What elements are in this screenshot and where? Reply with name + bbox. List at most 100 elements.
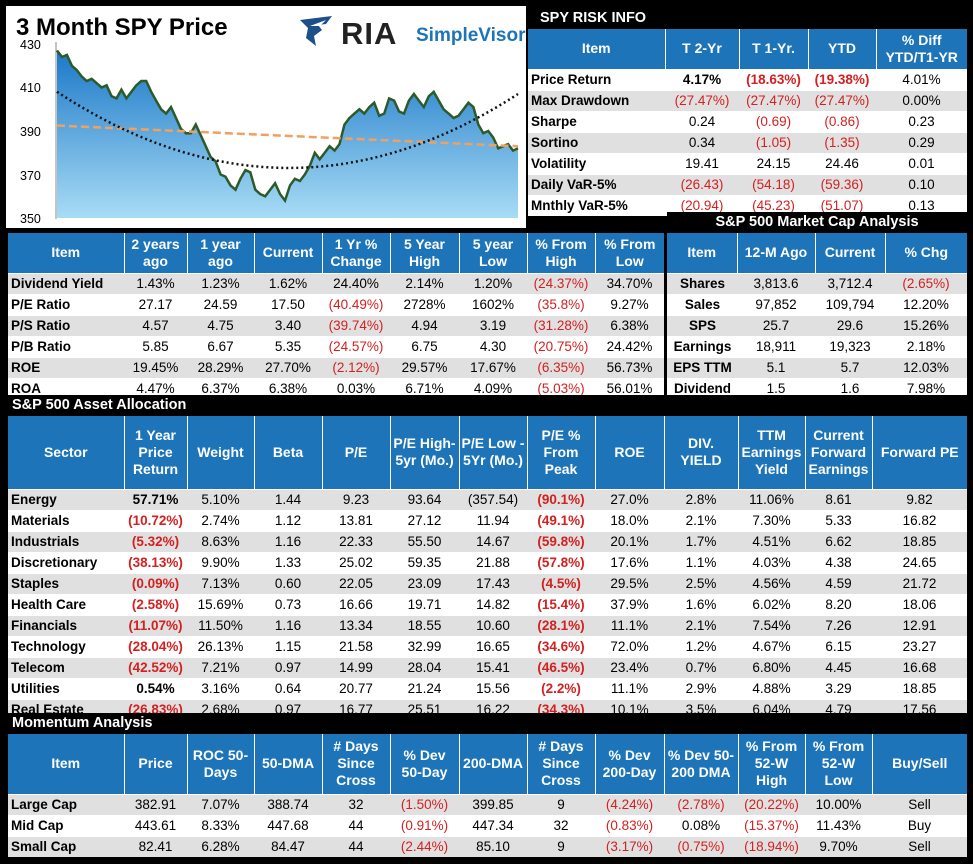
table-cell: (1.50%) bbox=[390, 793, 459, 815]
table-cell: (27.47%) bbox=[808, 89, 876, 111]
table-cell: 4.17% bbox=[665, 68, 739, 90]
row-label: Materials bbox=[8, 509, 124, 531]
ria-logo-mark bbox=[300, 16, 332, 46]
logo-brand: RIA bbox=[341, 16, 398, 51]
momentum-table: Item Price ROC 50-Days 50-DMA # Days Since C… bbox=[8, 734, 967, 857]
table-cell: 109,794 bbox=[815, 293, 885, 315]
table-cell: 14.67 bbox=[459, 530, 527, 552]
table-cell: 1.6% bbox=[664, 593, 738, 615]
table-cell: 1.16 bbox=[254, 530, 322, 552]
table-cell: 44 bbox=[322, 835, 390, 857]
table-cell: 37.9% bbox=[595, 593, 664, 615]
table-cell: 6.71% bbox=[390, 377, 459, 399]
table-cell: 20.77 bbox=[322, 677, 390, 699]
table-cell: (2.2%) bbox=[527, 677, 595, 699]
table-cell: 6.75 bbox=[390, 335, 459, 357]
table-cell: 18.0% bbox=[595, 509, 664, 531]
column-header: 1 Year Price Return bbox=[124, 416, 188, 489]
table-cell: 0.00% bbox=[876, 89, 967, 111]
table-cell: 1602% bbox=[459, 293, 527, 315]
table-cell: 1.6 bbox=[815, 377, 885, 399]
column-header: Price bbox=[124, 734, 188, 794]
row-label: ROA bbox=[8, 377, 124, 399]
table-cell: 2.1% bbox=[664, 509, 738, 531]
row-label: EPS TTM bbox=[667, 356, 737, 378]
table-cell: 1.20% bbox=[459, 272, 527, 294]
table-cell: 29.5% bbox=[595, 572, 664, 594]
table-cell: (6.35%) bbox=[527, 356, 595, 378]
table-cell: 1.5 bbox=[737, 377, 815, 399]
table-row: Utilities 0.54% 3.16% 0.64 20.77 21.24 15.56 (2… bbox=[8, 677, 967, 699]
table-cell: (28.1%) bbox=[527, 614, 595, 636]
table-cell: 447.34 bbox=[459, 814, 527, 836]
table-cell: 3.29 bbox=[805, 677, 872, 699]
table-cell: 7.13% bbox=[187, 572, 254, 594]
table-cell: 0.64 bbox=[254, 677, 322, 699]
table-cell: 15.69% bbox=[187, 593, 254, 615]
table-cell: 0.73 bbox=[254, 593, 322, 615]
table-cell: (35.8%) bbox=[527, 293, 595, 315]
row-label: Health Care bbox=[8, 593, 124, 615]
table-cell: (90.1%) bbox=[527, 488, 595, 510]
table-cell: 1.44 bbox=[254, 488, 322, 510]
table-cell: (28.04%) bbox=[124, 635, 187, 657]
row-label: Utilities bbox=[8, 677, 124, 699]
table-cell: 21.72 bbox=[872, 572, 967, 594]
column-header: % Dev 50-200 DMA bbox=[664, 734, 739, 794]
table-cell: 15.26% bbox=[885, 314, 967, 336]
row-label: Sortino bbox=[528, 131, 665, 153]
risk-info-table: Item T 2-Yr T 1-Yr. YTD% Diff YTD/T1-YR Pri… bbox=[528, 29, 967, 216]
column-header: ROE bbox=[595, 416, 665, 489]
table-row: Daily VaR-5% (26.43) (54.18) (59.36) 0.10 bbox=[528, 173, 967, 195]
table-cell: 17.67% bbox=[459, 356, 527, 378]
table-cell: (57.8%) bbox=[527, 551, 595, 573]
table-cell: 388.74 bbox=[254, 793, 322, 815]
y-tick-label: 390 bbox=[20, 125, 41, 139]
table-cell: (0.86) bbox=[808, 110, 876, 132]
table-row: Industrials (5.32%) 8.63% 1.16 22.33 55.50 14.… bbox=[8, 530, 967, 552]
column-header: ROC 50-Days bbox=[187, 734, 255, 794]
table-cell: 19.71 bbox=[390, 593, 459, 615]
table-cell: 56.73% bbox=[595, 356, 664, 378]
table-row: Volatility 19.41 24.15 24.46 0.01 bbox=[528, 152, 967, 174]
table-cell: 12.20% bbox=[885, 293, 967, 315]
table-cell: 1.62% bbox=[254, 272, 322, 294]
table-cell: 11.50% bbox=[187, 614, 254, 636]
table-cell: 4.75 bbox=[187, 314, 254, 336]
table-cell: 27.17 bbox=[124, 293, 187, 315]
table-cell: 25.02 bbox=[322, 551, 390, 573]
table-row: Discretionary (38.13%) 9.90% 1.33 25.02 59.35… bbox=[8, 551, 967, 573]
column-header: # Days Since Cross bbox=[322, 734, 391, 794]
table-cell: 4.01% bbox=[876, 68, 967, 90]
table-cell: 5.10% bbox=[187, 488, 254, 510]
column-header: Buy/Sell bbox=[872, 734, 967, 794]
table-cell: 32 bbox=[322, 793, 390, 815]
table-cell: 3,712.4 bbox=[815, 272, 885, 294]
row-label: Technology bbox=[8, 635, 124, 657]
table-cell: (49.1%) bbox=[527, 509, 595, 531]
table-cell: 6.38% bbox=[254, 377, 322, 399]
table-cell: 4.94 bbox=[390, 314, 459, 336]
table-cell: (5.32%) bbox=[124, 530, 187, 552]
table-cell: (2.12%) bbox=[322, 356, 390, 378]
table-cell: 21.58 bbox=[322, 635, 390, 657]
table-cell: 5.35 bbox=[254, 335, 322, 357]
table-cell: 5.7 bbox=[815, 356, 885, 378]
table-cell: 57.71% bbox=[124, 488, 187, 510]
valuation-table: Item 2 years ago 1 year ago Current 1 Yr % C… bbox=[8, 233, 664, 399]
table-cell: 8.61 bbox=[805, 488, 872, 510]
table-cell: (2.58%) bbox=[124, 593, 187, 615]
risk-info-title: SPY RISK INFO bbox=[528, 8, 967, 28]
table-cell: 14.99 bbox=[322, 656, 390, 678]
table-cell: 8.20 bbox=[805, 593, 872, 615]
table-cell: (0.91%) bbox=[390, 814, 459, 836]
table-cell: 4.45 bbox=[805, 656, 872, 678]
table-cell: (34.6%) bbox=[527, 635, 595, 657]
table-cell: 18.06 bbox=[872, 593, 967, 615]
row-label: Telecom bbox=[8, 656, 124, 678]
column-header: T 2-Yr bbox=[665, 29, 740, 69]
table-cell: 0.29 bbox=[876, 131, 967, 153]
table-cell: 12.03% bbox=[885, 356, 967, 378]
table-cell: 82.41 bbox=[124, 835, 187, 857]
table-cell: 6.37% bbox=[187, 377, 254, 399]
